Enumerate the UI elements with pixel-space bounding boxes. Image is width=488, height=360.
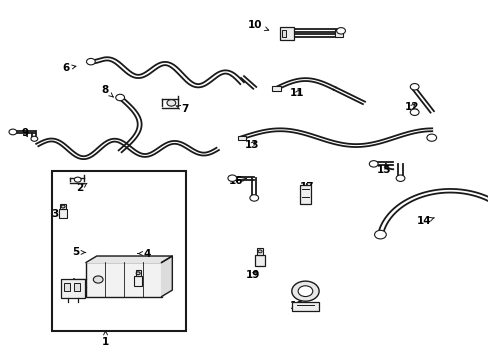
Circle shape (86, 58, 95, 65)
Text: 17: 17 (299, 182, 314, 192)
Bar (291, 302, 319, 311)
Bar (257, 248, 263, 255)
Bar (86, 262, 161, 297)
Text: 12: 12 (404, 102, 418, 112)
Bar (271, 86, 280, 91)
Text: 16: 16 (228, 176, 246, 186)
Bar (136, 270, 141, 276)
Circle shape (74, 177, 81, 182)
Circle shape (409, 109, 418, 116)
Bar (64, 283, 70, 291)
Circle shape (227, 175, 236, 181)
Circle shape (9, 129, 17, 135)
Text: 9: 9 (21, 129, 29, 138)
Bar (280, 27, 293, 40)
Text: 14: 14 (416, 216, 433, 226)
Polygon shape (161, 256, 172, 297)
Bar (238, 135, 245, 140)
Circle shape (291, 281, 319, 301)
Bar (61, 279, 85, 298)
Bar (299, 185, 311, 204)
Text: 3: 3 (52, 209, 63, 219)
Text: 8: 8 (101, 85, 113, 97)
Text: 5: 5 (73, 247, 85, 257)
Text: 15: 15 (376, 165, 391, 175)
Bar (52, 171, 185, 330)
Circle shape (136, 272, 140, 275)
Bar (282, 30, 285, 37)
Bar (60, 204, 66, 209)
Circle shape (61, 205, 65, 208)
Text: 7: 7 (176, 104, 188, 114)
Circle shape (374, 230, 386, 239)
Text: 1: 1 (102, 331, 109, 347)
Text: 10: 10 (247, 20, 268, 31)
Polygon shape (86, 256, 172, 262)
Bar (334, 30, 342, 37)
Text: 6: 6 (62, 63, 76, 73)
Bar (255, 255, 264, 266)
Text: 11: 11 (289, 88, 304, 98)
Bar (74, 283, 80, 291)
Text: 2: 2 (77, 183, 87, 193)
Circle shape (409, 84, 418, 90)
Circle shape (93, 276, 103, 283)
Circle shape (258, 250, 262, 253)
Circle shape (166, 100, 175, 106)
Circle shape (116, 94, 124, 101)
Text: 19: 19 (245, 270, 260, 280)
Circle shape (298, 286, 312, 297)
Circle shape (31, 136, 38, 141)
Bar (59, 209, 67, 218)
Bar (134, 276, 142, 286)
Circle shape (336, 28, 345, 34)
Text: 13: 13 (244, 140, 259, 150)
Circle shape (426, 134, 436, 141)
Circle shape (395, 175, 404, 181)
Circle shape (249, 195, 258, 201)
Circle shape (368, 161, 377, 167)
Text: 4: 4 (138, 248, 150, 258)
Text: 18: 18 (289, 301, 304, 311)
